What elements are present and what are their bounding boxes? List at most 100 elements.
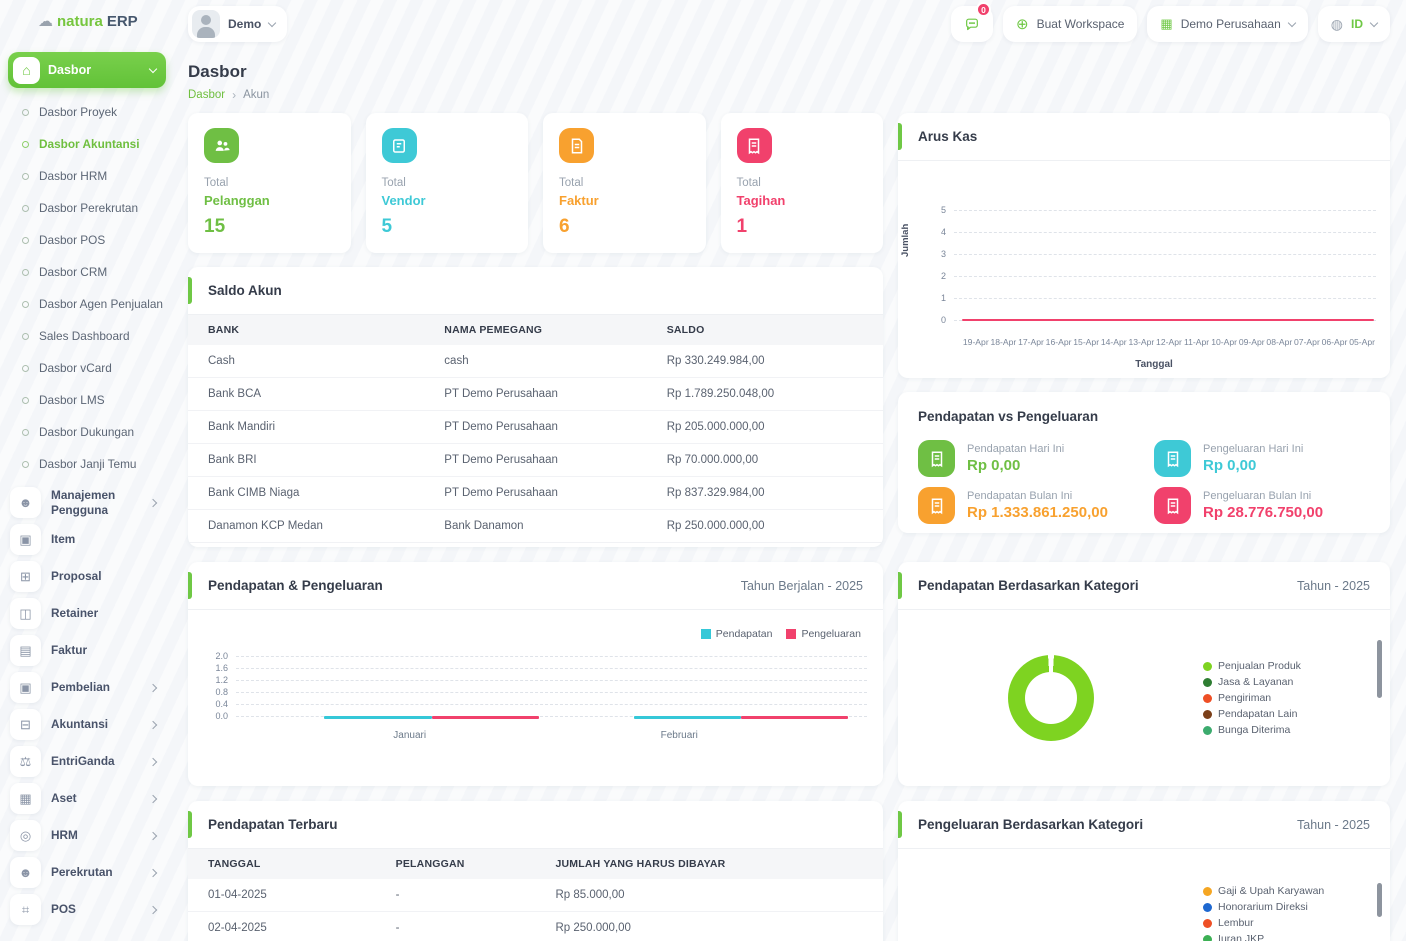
gridline <box>236 703 867 705</box>
sidebar-sub-item[interactable]: Sales Dashboard <box>8 320 166 352</box>
legend-scrollbar[interactable] <box>1377 883 1382 917</box>
menu-item-icon <box>10 561 41 592</box>
bullet-icon <box>22 204 29 212</box>
stat-card: Total Pelanggan 15 <box>188 113 351 253</box>
table-row: Bank Mandiri PT Demo Perusahaan Rp 205.0… <box>188 410 883 444</box>
sidebar-menu-item[interactable]: EntriGanda <box>8 743 166 780</box>
sidebar-sub-item[interactable]: Dasbor vCard <box>8 352 166 384</box>
sidebar-menu-item[interactable]: Aset <box>8 780 166 817</box>
sidebar-menu-item[interactable]: Faktur <box>8 632 166 669</box>
legend-label: Lembur <box>1218 917 1254 929</box>
sidebar-menu-item[interactable]: Akuntansi <box>8 706 166 743</box>
sidebar-menu-item[interactable]: Item <box>8 521 166 558</box>
sidebar-sub-item[interactable]: Dasbor HRM <box>8 160 166 192</box>
metric-value: Rp 28.776.750,00 <box>1203 504 1324 521</box>
legend-item[interactable]: Pengeluaran <box>786 628 861 640</box>
column-header-jumlah: JUMLAH YANG HARUS DIBAYAR <box>535 849 883 879</box>
donut-chart-area: Penjualan Produk Jasa & Layanan Pengirim… <box>898 610 1390 786</box>
bullet-icon <box>22 460 29 468</box>
cell-nama-pemegang: PT Demo Perusahaan <box>424 443 647 477</box>
sidebar-sub-item[interactable]: Dasbor LMS <box>8 384 166 416</box>
breadcrumb-akun: Akun <box>243 89 270 101</box>
language-dropdown[interactable]: ◍ ID <box>1317 6 1390 42</box>
legend-item[interactable]: Pendapatan <box>700 628 772 640</box>
company-dropdown[interactable]: ▦ Demo Perusahaan <box>1147 6 1308 42</box>
legend-dot <box>1203 725 1213 735</box>
x-tick-label: 16-Apr <box>1045 337 1072 347</box>
sidebar-sub-item-label: Dasbor Proyek <box>39 105 118 119</box>
y-tick-label: 1.6 <box>215 663 228 673</box>
sidebar-sub-item[interactable]: Dasbor POS <box>8 224 166 256</box>
bar-chart-plot: 2.0 1.6 1.2 <box>188 644 883 722</box>
sidebar-sub-item[interactable]: Dasbor CRM <box>8 256 166 288</box>
metric-item: Pendapatan Bulan Ini Rp 1.333.861.250,00 <box>918 487 1134 524</box>
sidebar-sub-item[interactable]: Dasbor Proyek <box>8 96 166 128</box>
bar-pendapatan-februari <box>633 716 741 719</box>
x-tick-label: 17-Apr <box>1018 337 1044 347</box>
messages-button[interactable]: 0 <box>951 2 994 42</box>
sidebar-menu-item[interactable]: Manajemen Pengguna <box>8 484 166 521</box>
legend-item[interactable]: Pengiriman <box>1203 692 1364 704</box>
sidebar-menu-item[interactable]: Pembelian <box>8 669 166 706</box>
sidebar-item-dasbor[interactable]: ⌂ Dasbor <box>8 52 166 88</box>
bar-pendapatan-januari <box>324 716 432 719</box>
x-tick-label: 12-Apr <box>1156 337 1182 347</box>
pengeluaran-kategori-period: Tahun - 2025 <box>1297 817 1370 832</box>
sidebar-menu-item[interactable]: HRM <box>8 817 166 854</box>
sidebar-sub-item-label: Dasbor Janji Temu <box>39 457 137 471</box>
sidebar-sub-item[interactable]: Dasbor Akuntansi <box>8 128 166 160</box>
menu-item-icon <box>10 672 41 703</box>
legend-item[interactable]: Lembur <box>1203 917 1364 929</box>
menu-item-icon <box>10 635 41 666</box>
chart-panel-period: Tahun Berjalan - 2025 <box>740 578 863 593</box>
sidebar-sub-item[interactable]: Dasbor Janji Temu <box>8 448 166 480</box>
legend-dot <box>1203 886 1213 896</box>
sidebar-menu-item-label: Item <box>51 532 76 547</box>
topbar-actions: 0 ⊕ Buat Workspace ▦ Demo Perusahaan ◍ I… <box>951 2 1390 42</box>
stat-card-label: Tagihan <box>736 193 786 208</box>
legend-dot <box>1203 902 1213 912</box>
legend-item[interactable]: Pendapatan Lain <box>1203 708 1364 720</box>
sidebar-menu-item[interactable]: Perekrutan <box>8 854 166 891</box>
stat-card: Total Tagihan 1 <box>720 113 883 253</box>
breadcrumb-dasbor[interactable]: Dasbor <box>188 89 226 101</box>
panel-accent-bar <box>898 572 902 599</box>
app-logo[interactable]: ☁ natura ERP <box>8 12 166 31</box>
gridline <box>236 655 867 657</box>
sidebar-menu-item[interactable]: POS <box>8 891 166 928</box>
sidebar-sub-item-label: Dasbor Perekrutan <box>39 201 139 215</box>
metric-label: Pendapatan Hari Ini <box>967 443 1065 455</box>
legend-swatch <box>700 629 711 639</box>
legend-item[interactable]: Bunga Diterima <box>1203 724 1364 736</box>
stat-card-value: 1 <box>736 216 748 237</box>
chevron-down-icon <box>148 64 158 73</box>
legend-item[interactable]: Honorarium Direksi <box>1203 901 1364 913</box>
gridline <box>954 275 1376 277</box>
sidebar-sub-item[interactable]: Dasbor Agen Penjualan <box>8 288 166 320</box>
sidebar-sub-item[interactable]: Dasbor Perekrutan <box>8 192 166 224</box>
x-tick-labels: 19-Apr 18-Apr 17-Apr 16-Apr 15-Apr 14-Apr 13-A… <box>962 337 1376 347</box>
y-tick-label: 0.0 <box>215 711 228 721</box>
cell-jumlah: Rp 85.000,00 <box>535 879 883 912</box>
cell-bank: Bank Mandiri <box>188 410 425 444</box>
plus-circle-icon: ⊕ <box>1016 16 1029 33</box>
buat-workspace-button[interactable]: ⊕ Buat Workspace <box>1003 6 1138 42</box>
cell-bank: Cash <box>188 345 425 378</box>
legend-item[interactable]: Gaji & Upah Karyawan <box>1203 885 1364 897</box>
legend-scrollbar[interactable] <box>1377 640 1382 698</box>
legend-label: Pendapatan Lain <box>1218 708 1298 720</box>
sidebar-menu-item[interactable]: Retainer <box>8 595 166 632</box>
stat-card-icon <box>381 128 417 163</box>
sidebar-menu-item[interactable]: Proposal <box>8 558 166 595</box>
breadcrumb: Dasbor › Akun <box>188 88 1390 102</box>
user-menu-button[interactable]: Demo <box>188 6 288 42</box>
gridline <box>236 715 867 717</box>
sidebar-sub-item[interactable]: Dasbor Dukungan <box>8 416 166 448</box>
x-tick-label: 08-Apr <box>1266 337 1293 347</box>
sidebar-sub-item-label: Dasbor Akuntansi <box>39 137 140 151</box>
logo-text-dark: ERP <box>106 12 138 30</box>
legend-item[interactable]: Jasa & Layanan <box>1203 676 1364 688</box>
legend-item[interactable]: Iuran JKP <box>1203 933 1364 941</box>
legend-item[interactable]: Penjualan Produk <box>1203 660 1364 672</box>
stat-card: Total Vendor 5 <box>365 113 528 253</box>
